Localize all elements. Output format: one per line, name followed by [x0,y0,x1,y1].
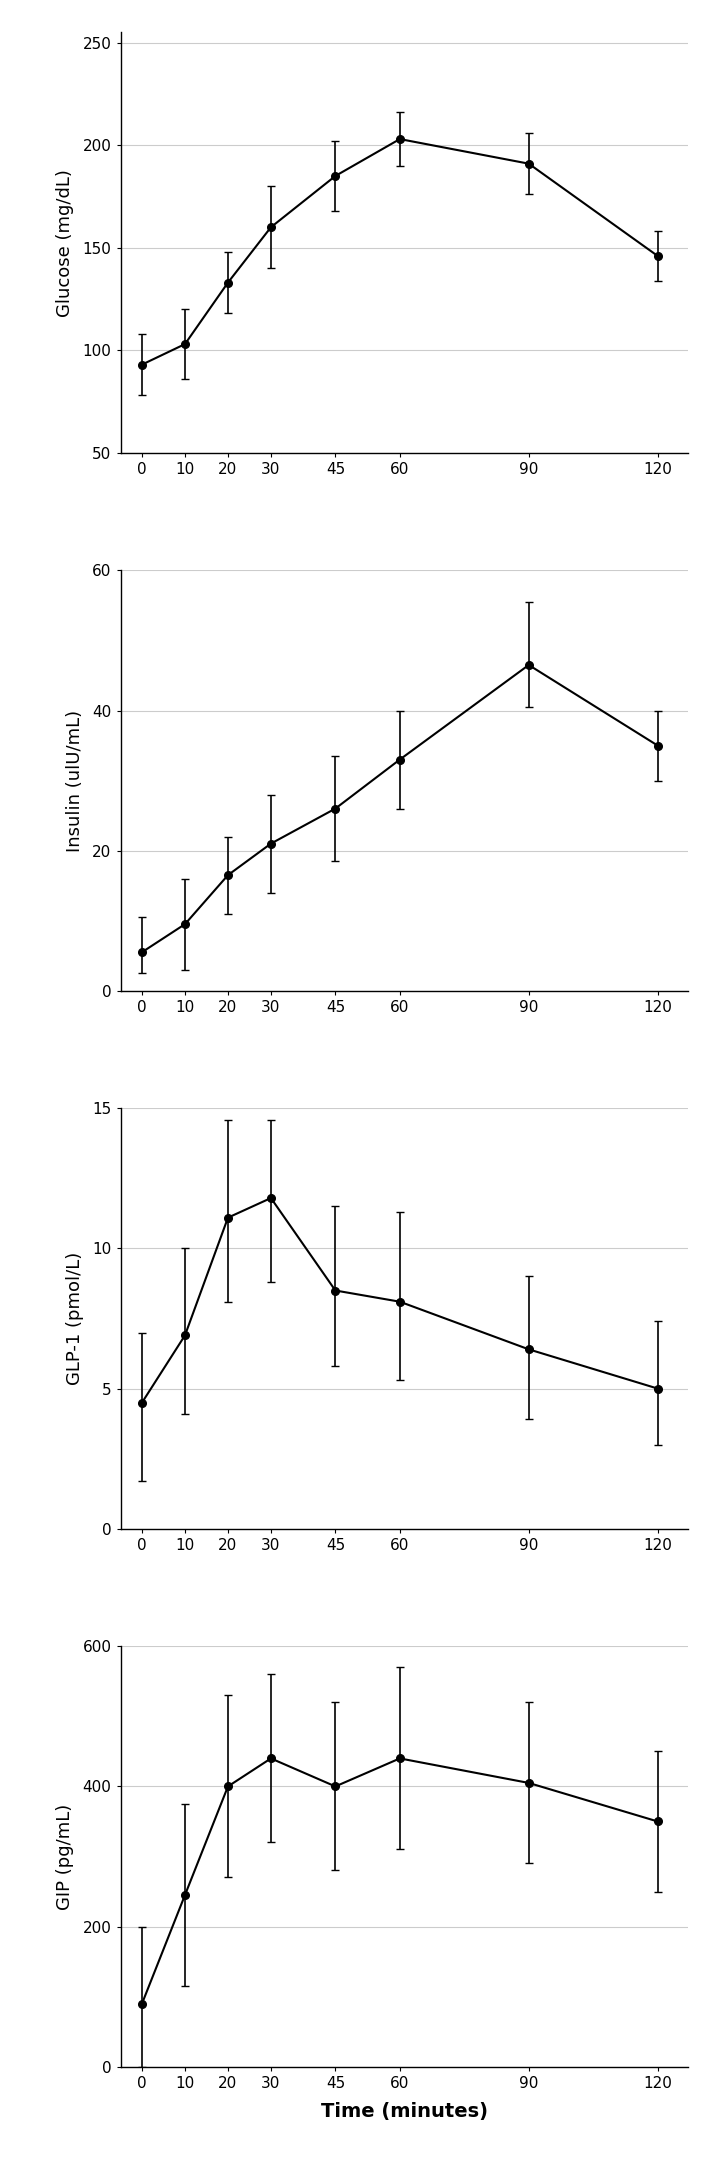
Y-axis label: Glucose (mg/dL): Glucose (mg/dL) [56,169,74,316]
Y-axis label: GLP-1 (pmol/L): GLP-1 (pmol/L) [66,1253,84,1385]
X-axis label: Time (minutes): Time (minutes) [320,2101,488,2121]
Y-axis label: GIP (pg/mL): GIP (pg/mL) [56,1803,74,1909]
Y-axis label: Insulin (ulU/mL): Insulin (ulU/mL) [66,710,84,853]
